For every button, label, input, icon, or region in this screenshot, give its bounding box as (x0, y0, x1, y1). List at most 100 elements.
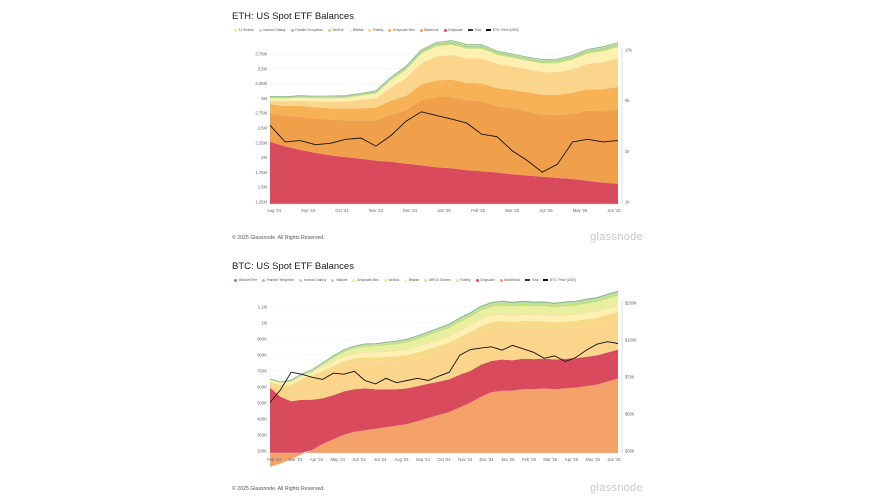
eth-y-right-tick: 1k (625, 200, 630, 205)
btc-area-valkyrie[interactable] (270, 293, 618, 383)
btc-legend-label: VanEck (388, 278, 400, 282)
eth-glassnode-logo: glassnode (590, 231, 643, 243)
btc-legend-item[interactable]: Invesco Galaxy (299, 278, 326, 282)
btc-price-line[interactable] (269, 341, 619, 403)
btc-y-left-tick: 300K (257, 433, 267, 438)
btc-glassnode-logo: glassnode (590, 482, 643, 494)
btc-total-line[interactable] (269, 290, 619, 383)
eth-legend-item[interactable]: Blackrock (419, 28, 439, 32)
eth-legend-label: Bitwise (353, 28, 364, 32)
eth-copyright: © 2025 Glassnode. All Rights Reserved. (232, 235, 325, 241)
eth-price-line[interactable] (269, 111, 619, 173)
eth-legend-item[interactable]: Grayscale (443, 28, 463, 32)
eth-legend-swatch (443, 28, 447, 32)
btc-legend-item[interactable]: Bitwise (404, 278, 419, 282)
btc-area-ark21-shares[interactable] (270, 311, 618, 388)
btc-legend-item[interactable]: Franklin Templeton (262, 278, 294, 282)
btc-legend-item[interactable]: Valkyrie (331, 278, 347, 282)
btc-legend-item[interactable]: Grayscale Mini (352, 278, 379, 282)
btc-legend-label: WisdomTree (238, 278, 258, 282)
eth-y-left-tick: 3.25M (255, 81, 267, 86)
btc-area-franklin-templeton[interactable] (270, 291, 618, 383)
btc-y-left-tick: 1.1M (258, 305, 268, 310)
btc-plot: 1.1M 1M 900K 800K 700K 600K 500K 400K 300K 200K $2… (257, 290, 637, 467)
btc-legend-label: Franklin Templeton (266, 278, 295, 282)
btc-legend-swatch (262, 278, 266, 282)
eth-legend-swatch (368, 28, 372, 32)
eth-area-grayscale[interactable] (270, 141, 618, 204)
eth-legend-item[interactable]: Total (467, 28, 481, 32)
btc-legend-swatch (331, 278, 335, 282)
eth-legend-label: Fidelity (372, 28, 384, 32)
btc-legend-item[interactable]: BlackRock (499, 278, 520, 282)
btc-x-tick: Sep '24 (416, 457, 431, 462)
btc-legend-swatch (424, 278, 428, 282)
btc-legend-item[interactable]: BTC: Price [USD] (543, 278, 576, 282)
eth-area-blackrock[interactable] (270, 97, 618, 184)
btc-legend-item[interactable]: Grayscale (475, 278, 495, 282)
btc-x-tick: Feb '25 (522, 457, 537, 462)
eth-y-left-tick: 2M (261, 155, 267, 160)
eth-area-grayscale-mini[interactable] (270, 79, 618, 121)
btc-legend-item[interactable]: VanEck (383, 278, 400, 282)
btc-area-blackrock[interactable] (270, 378, 618, 467)
eth-y-left-tick: 2.5M (258, 126, 268, 131)
btc-legend-label: BTC: Price [USD] (549, 278, 576, 282)
btc-legend-item[interactable]: ARK21 Shares (424, 278, 451, 282)
btc-area-fidelity[interactable] (270, 319, 618, 402)
btc-y-left-tick: 700K (257, 369, 267, 374)
eth-legend: 21 Shares Invesco Galaxy Franklin Templeto… (234, 28, 518, 32)
btc-legend-label: Grayscale Mini (356, 278, 379, 282)
eth-legend-item[interactable]: Grayscale Mini (388, 28, 415, 32)
btc-y-right-tick: $100k (625, 338, 637, 343)
btc-area-grayscale[interactable] (270, 349, 618, 453)
btc-x-tick: Jan '25 (501, 457, 515, 462)
btc-x-tick: Aug '24 (394, 457, 409, 462)
eth-y-left-tick: 1.75M (255, 170, 267, 175)
btc-x-tick: Apr '25 (565, 457, 579, 462)
btc-legend-label: Bitwise (408, 278, 420, 282)
btc-legend-swatch (352, 278, 356, 282)
btc-x-tick: Mar '24 (288, 457, 303, 462)
btc-y-right-tick: $200k (625, 301, 637, 306)
eth-legend-item[interactable]: ETH: Price [USD] (486, 28, 518, 32)
btc-x-tick: Apr '24 (310, 457, 324, 462)
btc-chart-title: BTC: US Spot ETF Balances (232, 261, 354, 272)
eth-legend-item[interactable]: Bitwise (348, 28, 364, 32)
eth-legend-item[interactable]: Franklin Templeton (290, 28, 323, 32)
eth-legend-swatch (327, 28, 331, 32)
eth-legend-label: ETH: Price [USD] (492, 28, 519, 32)
btc-legend-item[interactable]: Total (524, 278, 538, 282)
btc-area-invesco-galaxy[interactable] (270, 292, 618, 383)
eth-legend-swatch (467, 29, 473, 31)
eth-y-left-tick: 3.75M (255, 52, 267, 57)
eth-y-left-tick: 1.5M (258, 185, 268, 190)
eth-x-tick: Oct '24 (335, 208, 349, 213)
btc-legend-label: Grayscale (480, 278, 495, 282)
eth-plot: 3.75M 3.5M 3.25M 3M 2.75M 2.5M 2.25M 2M 1.75M 1.5… (255, 40, 633, 213)
eth-y-right-tick: 2k (625, 149, 630, 154)
eth-legend-swatch (348, 28, 352, 32)
eth-y-right-tick: 10k (625, 48, 633, 53)
btc-legend-item[interactable]: WisdomTree (234, 278, 257, 282)
eth-legend-item[interactable]: Fidelity (368, 28, 383, 32)
eth-legend-item[interactable]: VanEck (327, 28, 344, 32)
eth-legend-item[interactable]: 21 Shares (234, 28, 254, 32)
btc-y-left-tick: 500K (257, 401, 267, 406)
btc-area-bitwise[interactable] (270, 305, 618, 386)
eth-total-line[interactable] (269, 40, 619, 98)
btc-legend-swatch (455, 278, 459, 282)
eth-area-fidelity[interactable] (270, 54, 618, 109)
btc-legend-item[interactable]: Fidelity (455, 278, 471, 282)
btc-area-grayscale-mini[interactable] (270, 295, 618, 383)
btc-legend-label: Invesco Galaxy (303, 278, 327, 282)
eth-legend-swatch (388, 28, 392, 32)
eth-legend-item[interactable]: Invesco Galaxy (258, 28, 286, 32)
eth-x-tick: May '25 (573, 208, 588, 213)
btc-x-tick: Dec '24 (479, 457, 494, 462)
btc-legend-swatch (234, 278, 237, 282)
btc-x-tick: Jun '24 (352, 457, 366, 462)
eth-chart-panel: ETH: US Spot ETF Balances 21 Shares Inves… (228, 0, 643, 250)
btc-chart-panel: BTC: US Spot ETF Balances WisdomTree Fran… (228, 250, 643, 501)
btc-legend-label: ARK21 Shares (428, 278, 451, 282)
